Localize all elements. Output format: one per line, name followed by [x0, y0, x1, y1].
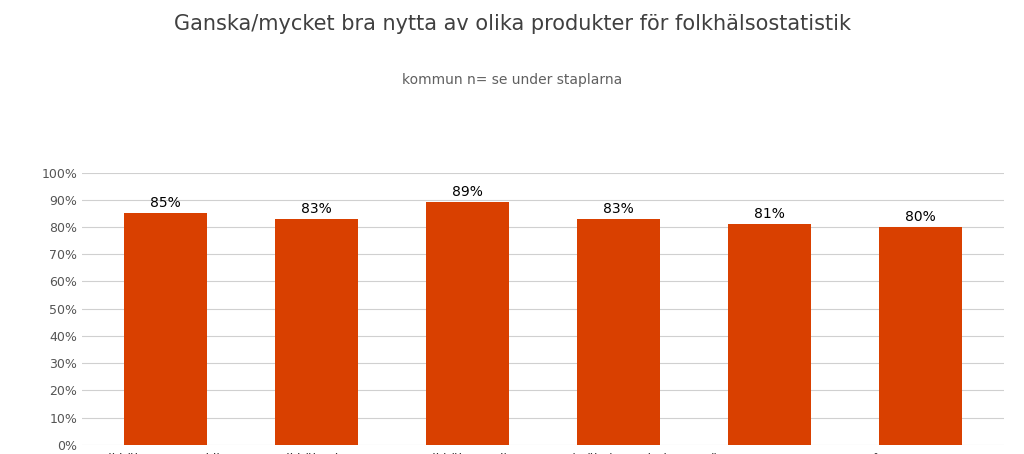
Bar [879, 227, 962, 445]
Bar [124, 213, 207, 445]
Text: 81%: 81% [754, 207, 784, 221]
Text: 85%: 85% [150, 196, 180, 210]
Text: kommun n= se under staplarna: kommun n= se under staplarna [401, 73, 623, 87]
Bar [728, 224, 811, 445]
Bar [426, 202, 509, 445]
Text: 89%: 89% [452, 185, 482, 199]
Text: 83%: 83% [603, 202, 634, 216]
Bar [577, 219, 659, 445]
Bar [274, 219, 357, 445]
Text: Ganska/mycket bra nytta av olika produkter för folkhälsostatistik: Ganska/mycket bra nytta av olika produkt… [173, 14, 851, 34]
Text: 80%: 80% [905, 210, 936, 224]
Text: 83%: 83% [301, 202, 332, 216]
